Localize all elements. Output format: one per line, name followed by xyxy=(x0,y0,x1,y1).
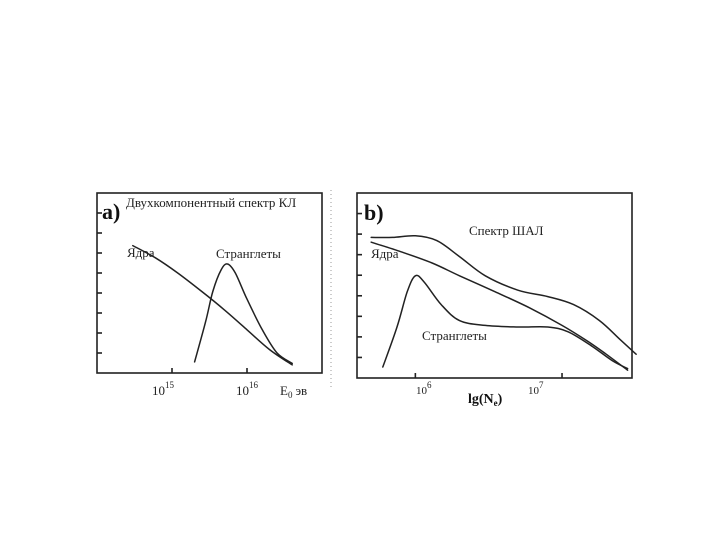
x-axis-symbol: E xyxy=(280,383,288,398)
panel-a-annotation-nuclei: Ядра xyxy=(127,245,155,260)
svg-text:1015: 1015 xyxy=(152,380,175,398)
panel-a-label: a) xyxy=(102,199,120,224)
panel-a-tick-label-1e16: 1016 xyxy=(236,380,259,398)
panel-b-annotation-nuclei: Ядра xyxy=(371,246,399,261)
panel-b-annotation-eas: Спектр ШАЛ xyxy=(469,223,544,238)
panel-a: a) Двухкомпонентный спектр КЛ Ядра Стран… xyxy=(96,192,323,400)
panel-a-series-1-line xyxy=(193,263,293,365)
panel-b-label: b) xyxy=(364,200,384,225)
tick-exponent: 16 xyxy=(249,380,259,390)
panel-a-y-ticks xyxy=(97,212,102,354)
panel-b-frame xyxy=(356,192,633,379)
panel-b-tick-label-1e7: 107 xyxy=(528,380,544,397)
panel-b-y-ticks xyxy=(357,212,362,359)
tick-base: 10 xyxy=(528,385,540,397)
x-axis-subscript: 0 xyxy=(288,390,293,400)
x-axis-unit: эв xyxy=(295,383,307,398)
panel-a-annotation-strangelets: Странглеты xyxy=(216,246,281,261)
tick-base: 10 xyxy=(152,383,165,398)
panel-b-tick-label-1e6: 106 xyxy=(416,380,432,397)
panel-a-series-0-line xyxy=(132,244,293,366)
panel-b-curves xyxy=(370,234,637,371)
svg-text:1016: 1016 xyxy=(236,380,259,398)
panel-b-x-ticks xyxy=(414,373,563,378)
panel-a-curves xyxy=(132,244,293,366)
panel-b-annotation-strangelets: Странглеты xyxy=(422,328,487,343)
tick-exponent: 7 xyxy=(539,380,544,390)
panel-b-series-2-line xyxy=(382,274,629,370)
x-axis-subscript: e xyxy=(494,398,498,408)
tick-exponent: 6 xyxy=(427,380,432,390)
panel-a-tick-label-1e15: 1015 xyxy=(152,380,175,398)
tick-base: 10 xyxy=(236,383,249,398)
panel-a-x-ticks xyxy=(171,368,248,373)
tick-base: 10 xyxy=(416,385,428,397)
panel-a-title: Двухкомпонентный спектр КЛ xyxy=(126,195,296,210)
tick-exponent: 15 xyxy=(165,380,175,390)
panel-b-series-0-line xyxy=(370,234,637,355)
svg-text:107: 107 xyxy=(528,380,544,397)
svg-text:106: 106 xyxy=(416,380,432,397)
x-axis-close: ) xyxy=(498,392,503,407)
panel-b: b) Спектр ШАЛ Ядра Странглеты 106 107 lg… xyxy=(356,192,637,408)
panel-b-series-1-line xyxy=(370,241,629,371)
panel-b-x-axis-label: lg(Ne) xyxy=(468,392,503,408)
panel-a-frame xyxy=(96,192,323,374)
x-axis-text: lg(N xyxy=(468,392,494,407)
svg-text:lg(Ne): lg(Ne) xyxy=(468,392,503,408)
panel-a-x-axis-label: E0 эв xyxy=(280,383,307,400)
